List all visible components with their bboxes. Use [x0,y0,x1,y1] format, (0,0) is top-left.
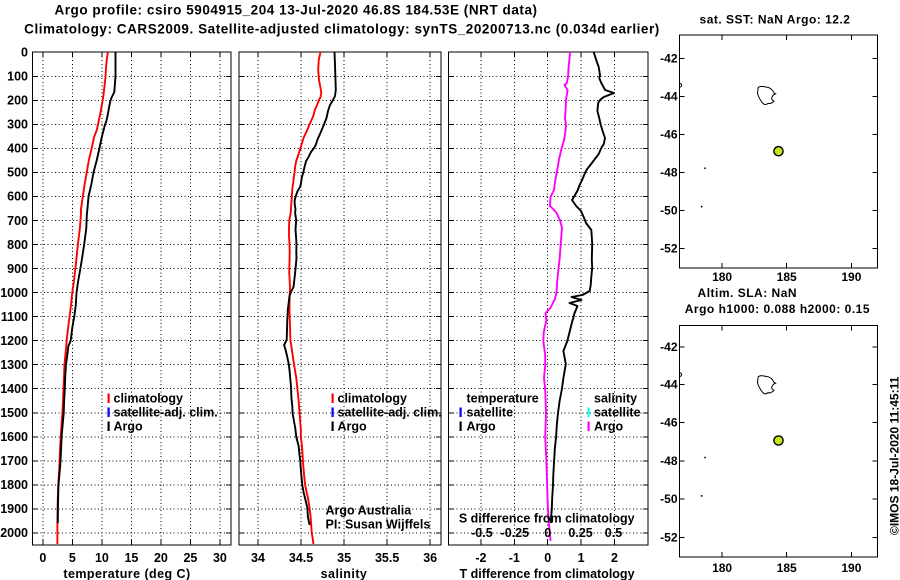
svg-text:36: 36 [423,551,437,565]
svg-text:1100: 1100 [1,310,28,324]
svg-text:1400: 1400 [0,382,28,396]
svg-text:25: 25 [183,551,197,565]
svg-text:climatology: climatology [338,392,408,406]
svg-text:35: 35 [337,551,351,565]
svg-text:-44: -44 [660,378,678,392]
svg-text:1300: 1300 [0,358,28,372]
svg-text:1200: 1200 [0,334,28,348]
svg-text:-50: -50 [660,492,678,506]
svg-text:salinity: salinity [594,392,637,406]
svg-text:-46: -46 [660,415,678,429]
svg-text:15: 15 [124,551,138,565]
svg-text:satellite-adj. clim.: satellite-adj. clim. [338,406,442,420]
svg-text:Argo h1000: 0.088 h2000: 0.15: Argo h1000: 0.088 h2000: 0.15 [685,302,870,316]
svg-text:180: 180 [712,270,732,284]
svg-text:-1: -1 [509,551,520,565]
svg-text:-48: -48 [660,454,678,468]
svg-text:0: 0 [544,526,551,540]
svg-text:190: 190 [841,561,861,575]
svg-text:-46: -46 [660,127,678,141]
svg-text:temperature (deg C): temperature (deg C) [63,567,190,580]
svg-text:-0.5: -0.5 [471,526,493,540]
svg-text:-52: -52 [660,531,678,545]
svg-text:200: 200 [7,94,28,108]
svg-text:-2: -2 [475,551,486,565]
svg-text:satellite: satellite [594,406,641,420]
svg-text:-52: -52 [660,241,678,255]
svg-text:0: 0 [544,551,551,565]
svg-text:1900: 1900 [0,502,28,516]
svg-text:sat. SST: NaN Argo: 12.2: sat. SST: NaN Argo: 12.2 [700,13,851,27]
svg-text:-42: -42 [660,340,678,354]
svg-text:600: 600 [7,190,28,204]
svg-text:temperature: temperature [467,392,539,406]
svg-text:Argo profile: csiro 5904915_20: Argo profile: csiro 5904915_204 13-Jul-2… [54,3,537,18]
svg-text:34: 34 [251,551,265,565]
svg-text:0.5: 0.5 [605,526,622,540]
svg-text:satellite-adj. clim.: satellite-adj. clim. [114,406,218,420]
svg-text:800: 800 [7,238,28,252]
svg-text:900: 900 [7,262,28,276]
svg-text:180: 180 [712,561,732,575]
svg-text:400: 400 [7,142,28,156]
svg-text:-42: -42 [660,52,678,66]
svg-text:1000: 1000 [0,286,28,300]
svg-text:-50: -50 [660,203,678,217]
svg-text:1600: 1600 [0,430,28,444]
svg-text:Argo: Argo [467,420,497,434]
svg-text:Argo: Argo [114,420,144,434]
svg-text:climatology: climatology [114,392,184,406]
svg-text:Argo: Argo [338,420,368,434]
svg-text:1700: 1700 [0,454,28,468]
svg-text:Argo: Argo [594,420,624,434]
svg-text:700: 700 [7,214,28,228]
svg-text:500: 500 [7,166,28,180]
svg-text:-44: -44 [660,90,678,104]
svg-text:10: 10 [95,551,109,565]
svg-text:©IMOS 18-Jul-2020 11:45:11: ©IMOS 18-Jul-2020 11:45:11 [888,376,900,535]
svg-text:2000: 2000 [0,526,28,540]
svg-text:185: 185 [777,561,797,575]
svg-text:20: 20 [154,551,168,565]
svg-text:1800: 1800 [0,478,28,492]
svg-text:1: 1 [578,551,585,565]
svg-text:S difference from climatology: S difference from climatology [459,512,635,526]
svg-text:Altim. SLA: NaN: Altim. SLA: NaN [698,286,798,300]
svg-text:300: 300 [7,118,28,132]
svg-text:5: 5 [69,551,76,565]
svg-text:Climatology: CARS2009. Satelli: Climatology: CARS2009. Satellite-adjuste… [24,22,660,37]
svg-text:1500: 1500 [0,406,28,420]
svg-text:185: 185 [777,270,797,284]
svg-text:0.25: 0.25 [568,526,592,540]
svg-text:Argo Australia: Argo Australia [326,503,413,517]
svg-text:satellite: satellite [467,406,514,420]
svg-text:190: 190 [841,270,861,284]
svg-text:2: 2 [611,551,618,565]
svg-text:0: 0 [39,551,46,565]
svg-text:34.5: 34.5 [289,551,313,565]
svg-text:PI: Susan Wijffels: PI: Susan Wijffels [326,518,431,532]
svg-text:30: 30 [213,551,227,565]
svg-text:T difference from climatology: T difference from climatology [459,567,634,580]
svg-text:-0.25: -0.25 [501,526,530,540]
svg-text:salinity: salinity [321,567,368,580]
svg-text:0: 0 [21,46,28,60]
svg-text:100: 100 [7,70,28,84]
svg-text:35.5: 35.5 [375,551,399,565]
svg-text:-48: -48 [660,165,678,179]
